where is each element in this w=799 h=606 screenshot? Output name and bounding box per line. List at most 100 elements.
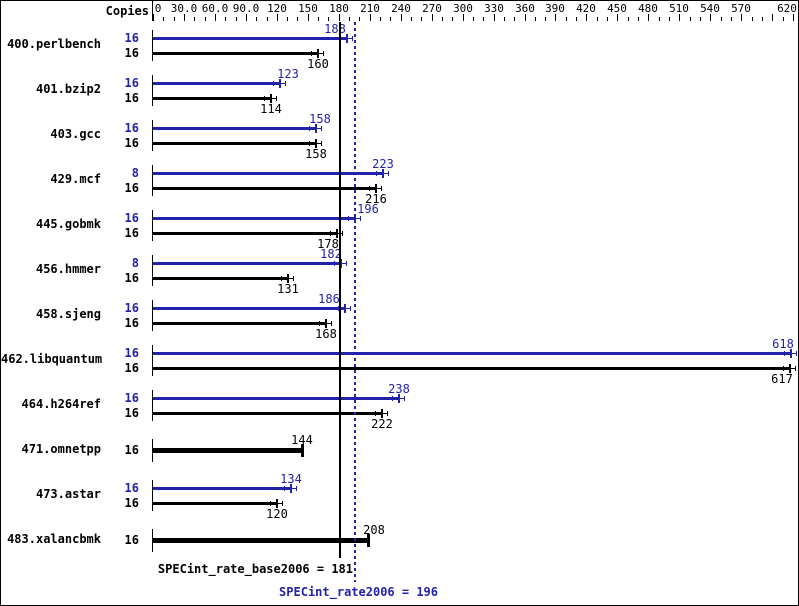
axis-minor-tick: [287, 17, 288, 21]
value-label: 222: [371, 417, 393, 431]
axis-major-tick: [710, 14, 711, 21]
benchmark-label: 429.mcf: [50, 172, 101, 186]
bar-whisker-line: [278, 503, 282, 504]
axis-tick-label: 300: [453, 2, 473, 15]
axis-major-tick: [184, 14, 185, 21]
bar-range-tick: [348, 216, 349, 221]
bar-range-tick: [375, 411, 376, 416]
copies-label: 16: [124, 316, 139, 330]
bar-range-tick: [264, 96, 265, 101]
bar-range-tick: [392, 396, 393, 401]
axis-tick-label: 120: [267, 2, 287, 15]
bar-whisker-tick: [352, 36, 353, 41]
bar-group-start-line: [152, 75, 153, 106]
bar-base: [153, 232, 337, 235]
copies-label: 16: [124, 496, 139, 510]
axis-tick-label: 330: [484, 2, 504, 15]
bar-whisker-line: [348, 38, 352, 39]
bar-whisker-tick: [346, 261, 347, 266]
axis-minor-tick: [421, 17, 422, 21]
bar-range-tick: [270, 501, 271, 506]
bar-whisker-tick: [387, 411, 388, 416]
bar-base: [153, 538, 368, 543]
bar-base: [153, 448, 302, 453]
axis-tick-label: 150: [298, 2, 318, 15]
bar-end-cap: [287, 274, 289, 283]
bar-whisker-tick: [796, 351, 797, 356]
copies-label: 16: [124, 121, 139, 135]
bar-whisker-tick: [323, 51, 324, 56]
axis-minor-tick: [783, 17, 784, 21]
axis-minor-tick: [194, 17, 195, 21]
bar-range-tick: [338, 306, 339, 311]
bar-peak: [153, 82, 280, 85]
axis-minor-tick: [390, 17, 391, 21]
axis-minor-tick: [504, 17, 505, 21]
value-label: 114: [260, 102, 282, 116]
copies-label: 8: [131, 166, 139, 180]
axis-minor-tick: [721, 17, 722, 21]
bar-whisker-line: [327, 323, 331, 324]
copies-label: 8: [131, 256, 139, 270]
copies-divider-line: [152, 1, 153, 21]
value-label: 158: [309, 112, 331, 126]
bar-end-cap: [301, 444, 304, 457]
reference-line-peak: [354, 22, 356, 582]
benchmark-label: 403.gcc: [50, 127, 101, 141]
bar-group-start-line: [152, 300, 153, 331]
axis-major-tick: [432, 14, 433, 21]
bar-whisker-line: [292, 488, 296, 489]
bar-whisker-line: [792, 353, 796, 354]
axis-major-tick: [401, 14, 402, 21]
bar-peak: [153, 262, 341, 265]
bar-base: [153, 367, 790, 370]
bar-whisker-tick: [350, 306, 351, 311]
copies-label: 16: [124, 46, 139, 60]
bar-whisker-line: [791, 368, 795, 369]
axis-major-tick: [463, 14, 464, 21]
bar-peak: [153, 397, 399, 400]
value-label: 168: [315, 327, 337, 341]
bar-base: [153, 97, 271, 100]
axis-tick-label: 210: [360, 2, 380, 15]
value-label: 208: [363, 523, 385, 537]
axis-minor-tick: [607, 17, 608, 21]
copies-label: 16: [124, 533, 139, 547]
axis-tick-label: 390: [545, 2, 565, 15]
copies-label: 16: [124, 211, 139, 225]
axis-major-tick: [555, 14, 556, 21]
axis-minor-tick: [566, 17, 567, 21]
bar-whisker-line: [400, 398, 404, 399]
bar-whisker-line: [317, 128, 321, 129]
bar-base: [153, 502, 277, 505]
axis-major-tick: [494, 14, 495, 21]
bar-end-cap: [317, 49, 319, 58]
bar-peak: [153, 37, 347, 40]
bar-end-cap: [290, 484, 292, 493]
bar-end-cap: [270, 94, 272, 103]
copies-label: 16: [124, 271, 139, 285]
bar-whisker-tick: [285, 81, 286, 86]
value-label: 182: [320, 247, 342, 261]
axis-minor-tick: [267, 17, 268, 21]
axis-minor-tick: [659, 17, 660, 21]
axis-minor-tick: [483, 17, 484, 21]
bar-whisker-tick: [381, 186, 382, 191]
bar-whisker-line: [289, 278, 293, 279]
value-label: 216: [365, 192, 387, 206]
bar-range-tick: [376, 171, 377, 176]
bar-whisker-tick: [331, 321, 332, 326]
bar-base: [153, 142, 316, 145]
axis-tick-label: 180: [329, 2, 349, 15]
bar-range-tick: [309, 141, 310, 146]
bar-whisker-line: [346, 308, 350, 309]
bar-group-start-line: [152, 529, 153, 552]
axis-minor-tick: [690, 17, 691, 21]
bar-range-tick: [319, 321, 320, 326]
bar-whisker-tick: [342, 231, 343, 236]
bar-whisker-tick: [321, 126, 322, 131]
axis-tick-label: 360: [515, 2, 535, 15]
bar-whisker-line: [317, 143, 321, 144]
bar-end-cap: [382, 169, 384, 178]
bar-peak: [153, 217, 355, 220]
